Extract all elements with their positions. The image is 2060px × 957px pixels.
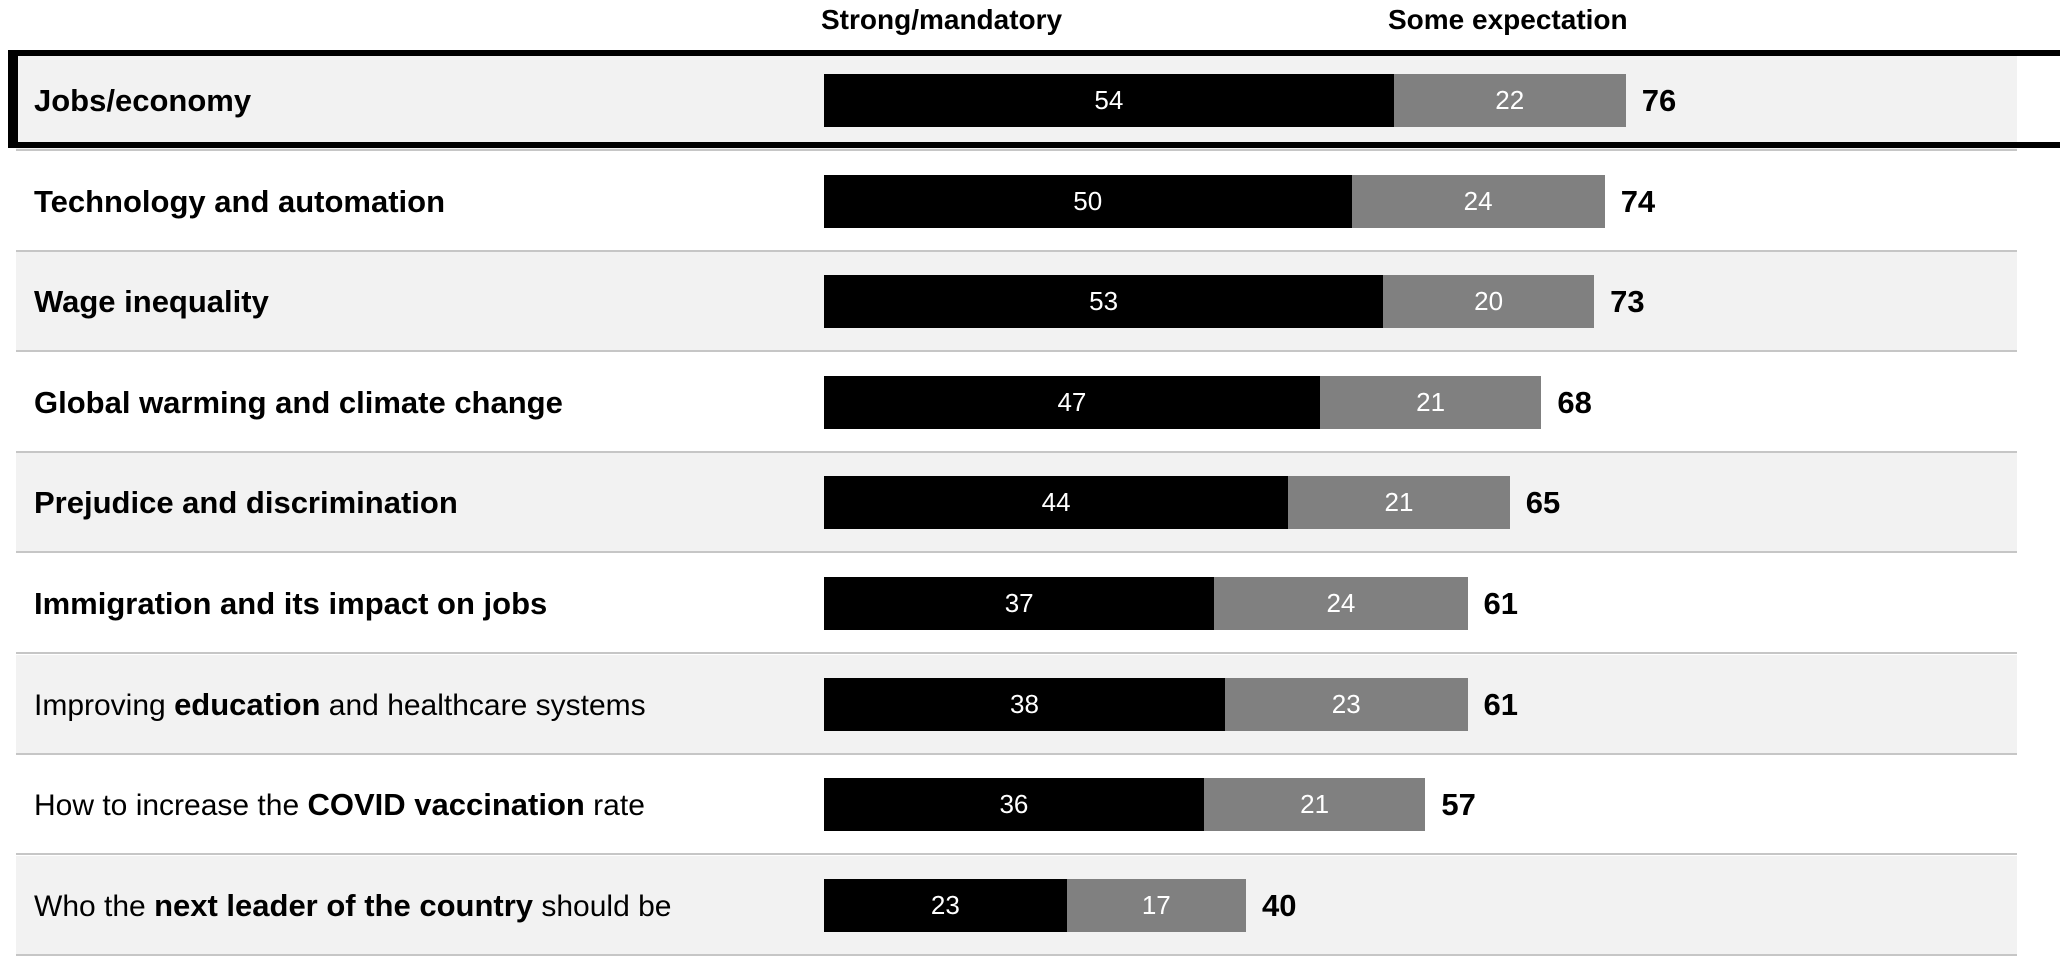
total-label: 61 [1483, 686, 1519, 722]
bar-some-expectation [1319, 375, 1542, 429]
bar-strong-mandatory [824, 778, 1204, 832]
bar-row: Global warming and climate change 47 21 68 [16, 353, 2017, 453]
category-label-part: Jobs/economy [34, 83, 252, 118]
category-label-part: Technology and automation [34, 183, 446, 219]
value-label-strong: 54 [1094, 85, 1124, 115]
bar-row: Wage inequality 53 20 73 [16, 252, 2017, 353]
category-label-part: Global warming and climate change [34, 384, 563, 420]
legend-strong-mandatory: Strong/mandatory [821, 4, 1063, 35]
category-label: Prejudice and discrimination [34, 453, 458, 553]
bar-strong-mandatory [824, 174, 1352, 228]
bar-row: Who the next leader of the country shoul… [16, 855, 2017, 956]
category-label: How to increase the COVID vaccination ra… [34, 755, 645, 855]
value-label-some: 20 [1474, 286, 1504, 317]
category-label-part: education [174, 686, 321, 722]
total-label: 76 [1641, 83, 1677, 118]
total-label: 65 [1525, 485, 1561, 521]
row-divider [16, 350, 2017, 353]
bar-strong-mandatory [824, 677, 1225, 731]
value-label-strong: 47 [1057, 386, 1087, 417]
category-label-part: Immigration and its impact on jobs [34, 586, 548, 621]
category-label: Technology and automation [34, 152, 445, 252]
value-label-strong: 38 [1009, 688, 1039, 719]
value-label-some: 22 [1495, 85, 1525, 115]
bar-some-expectation [1224, 677, 1468, 731]
bar-row: Prejudice and discrimination 44 21 65 [16, 453, 2017, 554]
total-label: 74 [1620, 183, 1656, 219]
category-label-part: should be [533, 889, 672, 923]
highlight-box [8, 50, 2060, 148]
category-label: Who the next leader of the country shoul… [34, 856, 671, 956]
row-divider [16, 249, 2017, 252]
value-label-some: 24 [1326, 588, 1356, 618]
bar-some-expectation [1288, 476, 1510, 530]
row-divider [16, 450, 2017, 453]
bar-strong-mandatory [824, 375, 1320, 429]
category-label-part: rate [584, 789, 645, 823]
value-label-some: 24 [1463, 185, 1493, 216]
row-divider [16, 953, 2017, 956]
total-label: 57 [1441, 787, 1476, 823]
value-label-some: 17 [1141, 889, 1171, 920]
category-label-part: and healthcare systems [320, 688, 646, 722]
value-label-strong: 36 [999, 789, 1029, 820]
legend-some-expectation: Some expectation [1388, 4, 1628, 35]
category-label: Wage inequality [34, 252, 269, 352]
row-divider [16, 551, 2017, 554]
value-label-strong: 37 [1004, 588, 1034, 618]
category-label: Jobs/economy [34, 51, 251, 151]
bar-row: How to increase the COVID vaccination ra… [16, 755, 2017, 856]
category-label-part: Improving [34, 688, 175, 722]
value-label-some: 23 [1331, 688, 1361, 719]
row-divider [16, 149, 2017, 151]
value-label-strong: 44 [1041, 487, 1071, 518]
row-divider [16, 853, 2017, 856]
category-label-part: next leader of the country [154, 887, 534, 923]
category-label-part: Who the [34, 889, 155, 923]
bar-strong-mandatory [824, 577, 1215, 630]
bar-some-expectation [1066, 878, 1246, 932]
bar-some-expectation [1393, 74, 1626, 127]
category-label-part: How to increase the [34, 789, 308, 823]
bar-strong-mandatory [824, 74, 1394, 127]
bar-some-expectation [1383, 275, 1595, 329]
category-label: Improving education and healthcare syste… [34, 655, 646, 755]
bar-row: Improving education and healthcare syste… [16, 654, 2017, 755]
bar-strong-mandatory [824, 275, 1384, 329]
bar-row: Technology and automation 50 24 74 [16, 152, 2017, 252]
value-label-some: 21 [1416, 386, 1446, 417]
value-label-strong: 53 [1089, 286, 1119, 317]
category-label: Global warming and climate change [34, 353, 563, 453]
bar-some-expectation [1351, 174, 1605, 228]
row-divider [16, 752, 2017, 755]
row-divider [16, 652, 2017, 654]
total-label: 68 [1557, 384, 1592, 420]
value-label-strong: 23 [930, 889, 960, 920]
value-label-some: 21 [1300, 789, 1330, 820]
category-label-part: Wage inequality [34, 284, 269, 320]
category-label: Immigration and its impact on jobs [34, 554, 547, 654]
bar-strong-mandatory [824, 476, 1289, 530]
total-label: 40 [1262, 887, 1297, 923]
bar-some-expectation [1203, 778, 1426, 832]
value-label-some: 21 [1384, 487, 1414, 518]
value-label-strong: 50 [1073, 185, 1103, 216]
bar-row: Jobs/economy 54 22 76 [16, 51, 2017, 151]
total-label: 73 [1610, 284, 1645, 320]
category-label-part: Prejudice and discrimination [34, 485, 458, 521]
bar-some-expectation [1214, 577, 1468, 630]
category-label-part: COVID vaccination [307, 787, 585, 823]
total-label: 61 [1483, 586, 1519, 621]
bar-row: Immigration and its impact on jobs 37 24 61 [16, 554, 2017, 654]
bar-strong-mandatory [824, 878, 1067, 932]
